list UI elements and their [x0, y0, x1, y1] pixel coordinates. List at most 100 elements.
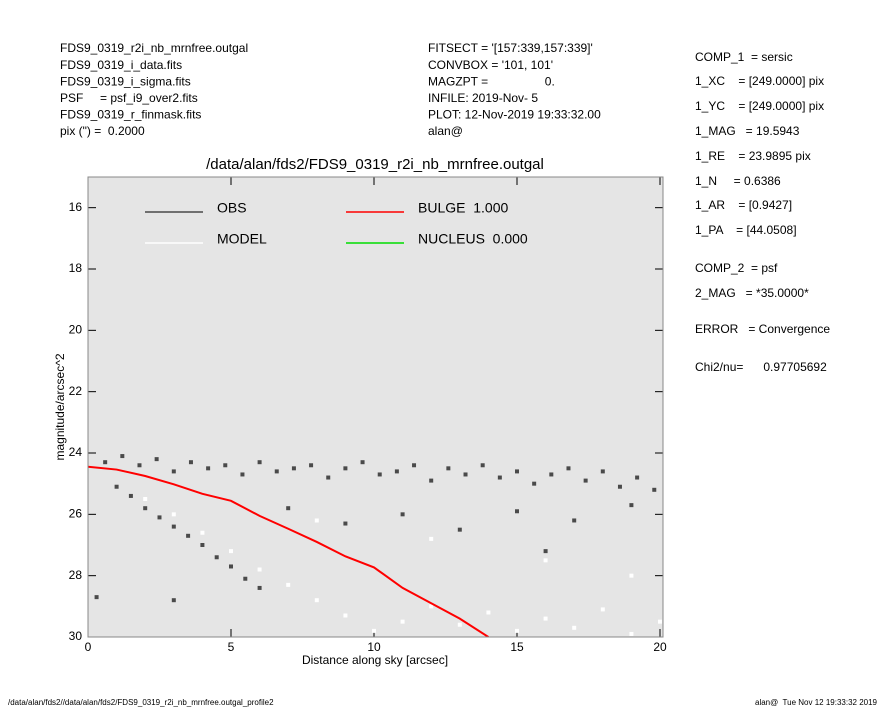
- y-tick-label: 26: [69, 507, 83, 521]
- point: [543, 549, 548, 554]
- y-tick-label: 16: [69, 200, 83, 214]
- header-left-line: FDS9_0319_i_data.fits: [60, 58, 182, 72]
- x-tick-label: 10: [367, 640, 381, 654]
- footer-right: alan@ Tue Nov 12 19:33:32 2019: [755, 698, 878, 707]
- point: [566, 466, 571, 471]
- header-right-line: 1_YC = [249.0000] pix: [695, 99, 824, 113]
- x-tick-label: 15: [510, 640, 524, 654]
- point: [94, 595, 99, 600]
- point: [137, 463, 142, 468]
- header-left-line: FDS9_0319_i_sigma.fits: [60, 74, 191, 88]
- x-tick-label: 20: [653, 640, 667, 654]
- point: [480, 463, 485, 468]
- point: [412, 463, 417, 468]
- legend-label: NUCLEUS 0.000: [418, 231, 528, 247]
- point: [154, 457, 159, 462]
- header-right-line: 1_N = 0.6386: [695, 174, 781, 188]
- header-left-line: FDS9_0319_r2i_nb_mrnfree.outgal: [60, 41, 248, 55]
- point: [515, 628, 519, 633]
- point: [206, 466, 211, 471]
- x-tick-label: 5: [228, 640, 235, 654]
- y-tick-label: 22: [69, 384, 83, 398]
- point: [497, 475, 502, 480]
- header-right-line: 2_MAG = *35.0000*: [695, 286, 809, 300]
- y-tick-label: 30: [69, 629, 83, 643]
- point: [291, 466, 296, 471]
- point: [257, 567, 262, 572]
- header-right-line: Chi2/nu= 0.97705692: [695, 360, 827, 374]
- point: [400, 512, 405, 517]
- header-left-line: pix (") = 0.2000: [60, 124, 145, 138]
- point: [658, 619, 662, 624]
- point: [157, 515, 162, 520]
- point: [532, 481, 537, 486]
- point: [171, 598, 176, 603]
- point: [372, 628, 376, 633]
- point: [229, 549, 233, 554]
- header-middle-line: INFILE: 2019-Nov- 5: [428, 91, 538, 105]
- header-right-line: COMP_2 = psf: [695, 261, 778, 275]
- point: [600, 607, 605, 612]
- point: [486, 610, 491, 615]
- point: [515, 509, 519, 514]
- point: [446, 466, 451, 471]
- point: [309, 463, 314, 468]
- header-middle-line: alan@: [428, 124, 463, 138]
- header-right-line: 1_XC = [249.0000] pix: [695, 74, 824, 88]
- y-tick-label: 28: [69, 568, 83, 582]
- point: [200, 543, 205, 547]
- point: [429, 478, 434, 483]
- point: [429, 604, 434, 609]
- footer-left: /data/alan/fds2//data/alan/fds2/FDS9_031…: [8, 698, 274, 707]
- plot-frame: [87, 176, 664, 638]
- point: [572, 625, 577, 630]
- point: [143, 506, 148, 511]
- point: [103, 460, 108, 465]
- point: [240, 472, 245, 477]
- header-left-line: FDS9_0319_r_finmask.fits: [60, 108, 201, 122]
- point: [286, 506, 291, 511]
- header-right-line: 1_PA = [44.0508]: [695, 223, 797, 237]
- header-right-line: COMP_1 = sersic: [695, 50, 793, 64]
- y-tick-label: 20: [69, 323, 83, 337]
- point: [343, 613, 348, 618]
- point: [543, 616, 548, 621]
- point: [543, 558, 548, 563]
- header-right-line: 1_RE = 23.9895 pix: [695, 149, 811, 163]
- header-middle-line: MAGZPT = 0.: [428, 74, 555, 88]
- point: [188, 460, 193, 465]
- point: [143, 497, 148, 501]
- x-tick-label: 0: [85, 640, 92, 654]
- legend-label: OBS: [217, 200, 247, 216]
- point: [463, 472, 468, 477]
- point: [457, 527, 462, 532]
- point: [314, 518, 319, 523]
- point: [257, 460, 262, 465]
- point: [600, 469, 605, 474]
- series-line: [88, 465, 489, 637]
- point: [200, 530, 205, 535]
- point: [326, 475, 331, 480]
- point: [120, 454, 125, 459]
- header-middle-line: PLOT: 12-Nov-2019 19:33:32.00: [428, 108, 601, 122]
- header-middle-line: FITSECT = '[157:339,157:339]': [428, 41, 593, 55]
- point: [635, 475, 640, 480]
- header-middle-line: CONVBOX = '101, 101': [428, 58, 553, 72]
- point: [171, 524, 176, 529]
- point: [171, 469, 176, 474]
- point: [114, 484, 119, 489]
- chart-title: /data/alan/fds2/FDS9_0319_r2i_nb_mrnfree…: [206, 156, 544, 173]
- point: [243, 576, 248, 581]
- y-tick-label: 18: [69, 261, 83, 275]
- point: [617, 484, 622, 489]
- point: [457, 622, 462, 627]
- point: [629, 503, 634, 508]
- header-right-line: ERROR = Convergence: [695, 322, 830, 336]
- point: [274, 469, 279, 474]
- y-tick-label: 24: [69, 445, 83, 459]
- point: [549, 472, 554, 477]
- plot-area: [88, 177, 663, 637]
- point: [400, 619, 405, 624]
- point: [128, 493, 133, 498]
